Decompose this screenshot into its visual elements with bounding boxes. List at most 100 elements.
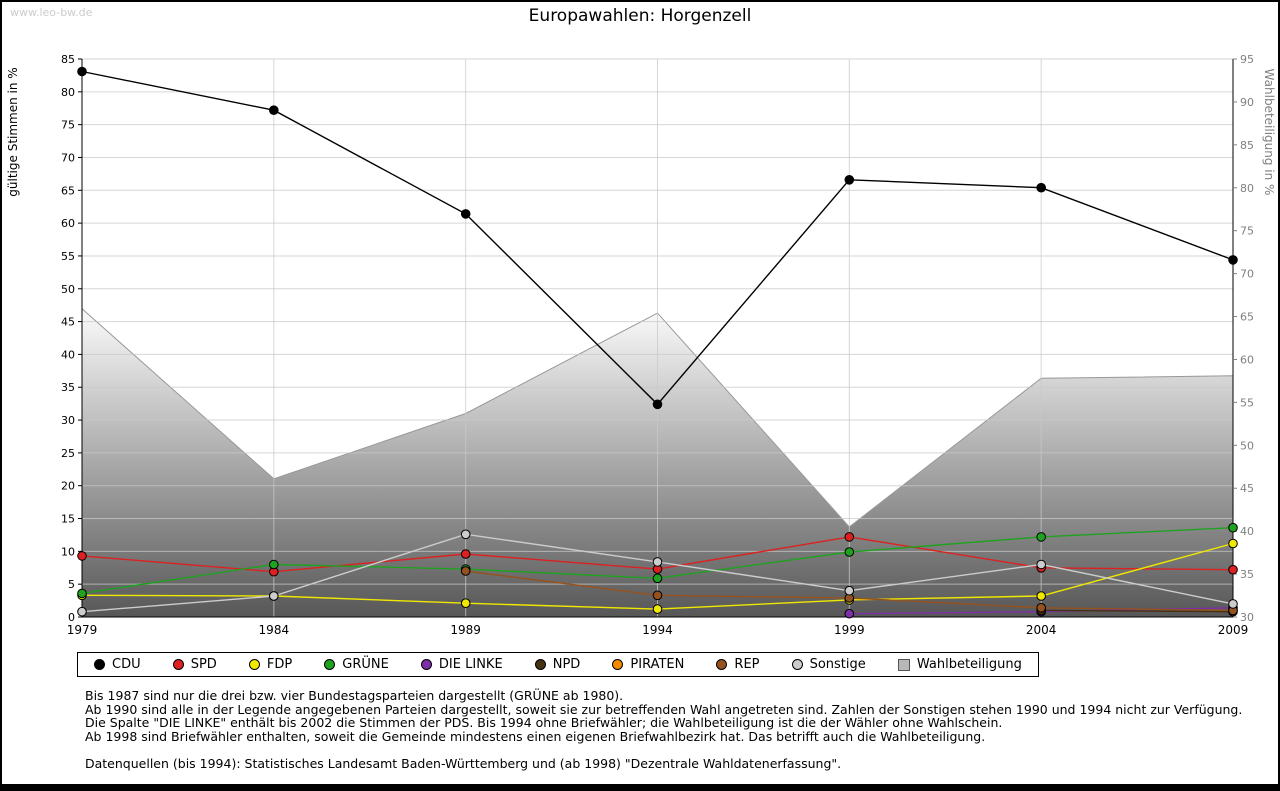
data-point-GRÜNE	[1036, 532, 1046, 542]
right-tick-label: 70	[1240, 268, 1254, 281]
series-line-NPD	[1041, 609, 1234, 613]
page-title: Europawahlen: Horgenzell	[528, 6, 752, 26]
data-point-GRÜNE	[269, 559, 279, 570]
left-tick-label: 45	[61, 316, 75, 329]
legend-label: GRÜNE	[342, 657, 389, 672]
data-point-Sonstige	[844, 585, 855, 596]
right-tick-label: 30	[1240, 611, 1254, 624]
data-point-REP	[1036, 603, 1046, 613]
footnote-line: Die Spalte "DIE LINKE" enthält bis 2002 …	[85, 715, 1003, 730]
left-tick-label: 10	[61, 545, 75, 558]
right-tick-label: 80	[1240, 182, 1254, 195]
legend-item-npd: NPD	[534, 657, 581, 672]
left-tick-label: 20	[61, 480, 75, 493]
legend-item-fdp: FDP	[248, 657, 292, 672]
footnotes: Bis 1987 sind nur die drei bzw. vier Bun…	[85, 689, 1258, 770]
legend-item-rep: REP	[716, 657, 760, 672]
data-point-CDU	[269, 105, 279, 115]
data-point-FDP	[460, 598, 471, 609]
data-point-DIE LINKE	[844, 608, 855, 619]
year-tick-label: 1979	[67, 623, 98, 637]
legend-label: CDU	[112, 657, 141, 672]
election-line-chart: 0 5 10 15 20 25 30 35 40 45 50 55 60 65 70 75 80 85 30 35 40…	[6, 53, 1276, 637]
party-swatch-icon	[172, 659, 184, 670]
footnote-line: Ab 1998 sind Briefwähler enthalten, sowe…	[85, 728, 986, 744]
party-swatch-icon	[94, 659, 105, 670]
data-point-Sonstige	[460, 529, 471, 540]
data-point-GRÜNE	[652, 573, 663, 584]
data-point-CDU	[1036, 182, 1046, 193]
legend-item-wahlbeteiligung: Wahlbeteiligung	[897, 657, 1022, 672]
legend-label: DIE LINKE	[438, 657, 503, 672]
left-tick-label: 30	[61, 414, 75, 427]
data-point-GRÜNE	[1228, 522, 1238, 533]
data-point-Sonstige	[269, 591, 279, 601]
legend-item-sonstige: Sonstige	[791, 657, 866, 672]
right-tick-label: 65	[1240, 311, 1254, 324]
footnote-line: Bis 1987 sind nur die drei bzw. vier Bun…	[85, 688, 624, 703]
legend-label: NPD	[552, 657, 581, 672]
footnote-line	[85, 743, 1258, 757]
left-tick-label: 85	[61, 53, 75, 66]
party-swatch-icon	[534, 659, 546, 670]
party-swatch-icon	[420, 659, 432, 670]
data-point-REP	[652, 590, 663, 601]
watermark: www.leo-bw.de	[10, 6, 93, 19]
left-tick-label: 35	[61, 381, 75, 394]
right-tick-label: 45	[1240, 482, 1254, 495]
left-tick-label: 5	[68, 578, 75, 591]
legend-label: REP	[734, 657, 760, 672]
data-point-CDU	[652, 399, 663, 410]
right-tick-label: 40	[1240, 525, 1254, 538]
data-point-SPD	[1228, 564, 1238, 575]
year-tick-label: 2009	[1218, 623, 1249, 637]
year-tick-label: 1994	[642, 623, 673, 637]
left-tick-label: 40	[61, 348, 75, 361]
data-point-REP	[460, 566, 471, 576]
left-tick-label: 0	[68, 611, 75, 624]
party-swatch-icon	[248, 659, 260, 670]
right-tick-label: 90	[1240, 96, 1254, 109]
legend-label: PIRATEN	[630, 657, 685, 672]
data-point-CDU	[77, 66, 87, 77]
year-tick-label: 1989	[450, 623, 481, 637]
data-point-CDU	[844, 175, 855, 185]
right-axis-title: Wahlbeteiligung in %	[1262, 69, 1276, 196]
legend-item-spd: SPD	[172, 657, 217, 672]
legend-item-die-linke: DIE LINKE	[420, 657, 503, 672]
footnote-line: Ab 1990 sind alle in der Legende angegeb…	[85, 701, 1243, 717]
legend-item-piraten: PIRATEN	[612, 657, 684, 672]
legend-label: Sonstige	[809, 657, 866, 672]
left-tick-label: 15	[61, 513, 75, 526]
right-tick-label: 85	[1240, 139, 1254, 152]
left-tick-label: 60	[61, 217, 75, 230]
left-tick-label: 75	[61, 119, 75, 132]
right-tick-label: 95	[1240, 53, 1254, 66]
party-swatch-icon	[612, 659, 624, 670]
data-point-FDP	[652, 604, 663, 614]
left-tick-label: 65	[61, 184, 75, 197]
right-tick-label: 75	[1240, 225, 1254, 238]
party-swatch-icon	[716, 659, 728, 670]
year-tick-label: 2004	[1026, 623, 1057, 637]
data-point-SPD	[844, 532, 855, 542]
left-tick-label: 50	[61, 283, 75, 296]
data-point-CDU	[460, 209, 471, 219]
left-tick-label: 25	[61, 447, 75, 460]
data-point-FDP	[1228, 538, 1238, 549]
left-tick-label: 55	[61, 250, 75, 263]
legend-item-gr-ne: GRÜNE	[324, 657, 389, 672]
right-tick-label: 50	[1240, 439, 1254, 452]
legend-item-cdu: CDU	[94, 657, 141, 672]
year-tick-label: 1999	[834, 623, 865, 637]
data-point-Sonstige	[1228, 599, 1238, 609]
legend-label: SPD	[190, 657, 217, 672]
left-tick-label: 70	[61, 151, 75, 164]
data-point-Sonstige	[77, 606, 87, 617]
data-point-CDU	[1228, 255, 1238, 265]
party-swatch-icon	[791, 659, 803, 670]
data-point-Sonstige	[652, 557, 663, 567]
data-point-SPD	[460, 549, 471, 559]
right-tick-label: 55	[1240, 396, 1254, 409]
